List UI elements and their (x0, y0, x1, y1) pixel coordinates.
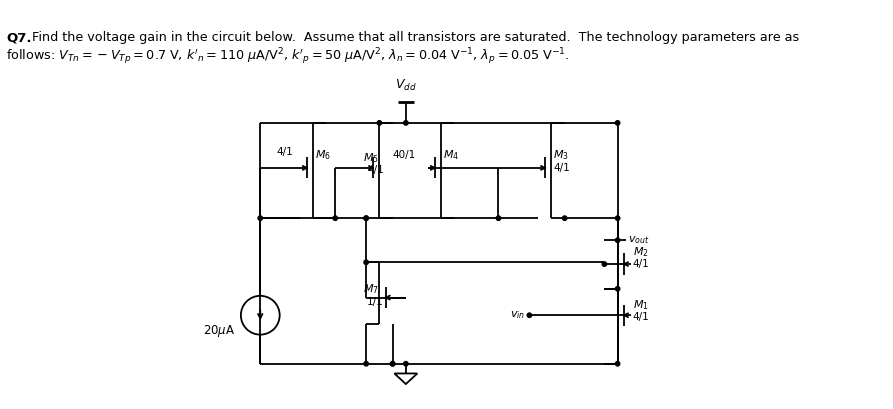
Text: $M_7$: $M_7$ (363, 282, 380, 296)
Text: 4/1: 4/1 (276, 147, 293, 157)
Circle shape (615, 121, 620, 125)
Text: $M_2$: $M_2$ (632, 245, 648, 258)
Text: follows: $V_{Tn}$$=-$$V_{Tp}$$=0.7$ V, $k'_n$$=110$ $\mu$A/V$^2$, $k'_p$$=50$ $\: follows: $V_{Tn}$$=-$$V_{Tp}$$=0.7$ V, $… (6, 46, 570, 67)
Circle shape (364, 362, 368, 366)
Circle shape (390, 362, 395, 366)
Circle shape (527, 313, 531, 317)
Text: Q7.: Q7. (6, 31, 31, 44)
Text: $M_4$: $M_4$ (443, 148, 459, 162)
Text: Find the voltage gain in the circuit below.  Assume that all transistors are sat: Find the voltage gain in the circuit bel… (32, 31, 799, 44)
Circle shape (615, 362, 620, 366)
Circle shape (364, 216, 368, 220)
Text: 4/1: 4/1 (632, 259, 649, 269)
Text: $v_{out}$: $v_{out}$ (628, 234, 650, 246)
Text: $v_{in}$: $v_{in}$ (510, 309, 525, 321)
Text: 4/1: 4/1 (632, 312, 649, 322)
Circle shape (615, 238, 620, 243)
Text: 4/1: 4/1 (367, 165, 384, 175)
Circle shape (377, 121, 381, 125)
Text: $M_3$: $M_3$ (553, 148, 569, 162)
Circle shape (333, 216, 338, 220)
Circle shape (258, 216, 263, 220)
Circle shape (404, 362, 408, 366)
Text: $M_5$: $M_5$ (363, 151, 380, 165)
Circle shape (364, 216, 368, 220)
Text: 4/1: 4/1 (553, 163, 570, 173)
Circle shape (390, 362, 395, 366)
Circle shape (602, 262, 606, 266)
Circle shape (497, 216, 501, 220)
Circle shape (615, 216, 620, 220)
Circle shape (563, 216, 567, 220)
Text: 1/1: 1/1 (367, 297, 384, 307)
Text: $V_{dd}$: $V_{dd}$ (395, 78, 417, 93)
Circle shape (615, 287, 620, 291)
Text: $M_6$: $M_6$ (315, 148, 331, 162)
Text: 20$\mu$A: 20$\mu$A (203, 323, 235, 339)
Circle shape (364, 260, 368, 265)
Text: $M_1$: $M_1$ (632, 298, 648, 312)
Circle shape (404, 121, 408, 125)
Text: 40/1: 40/1 (393, 150, 416, 160)
